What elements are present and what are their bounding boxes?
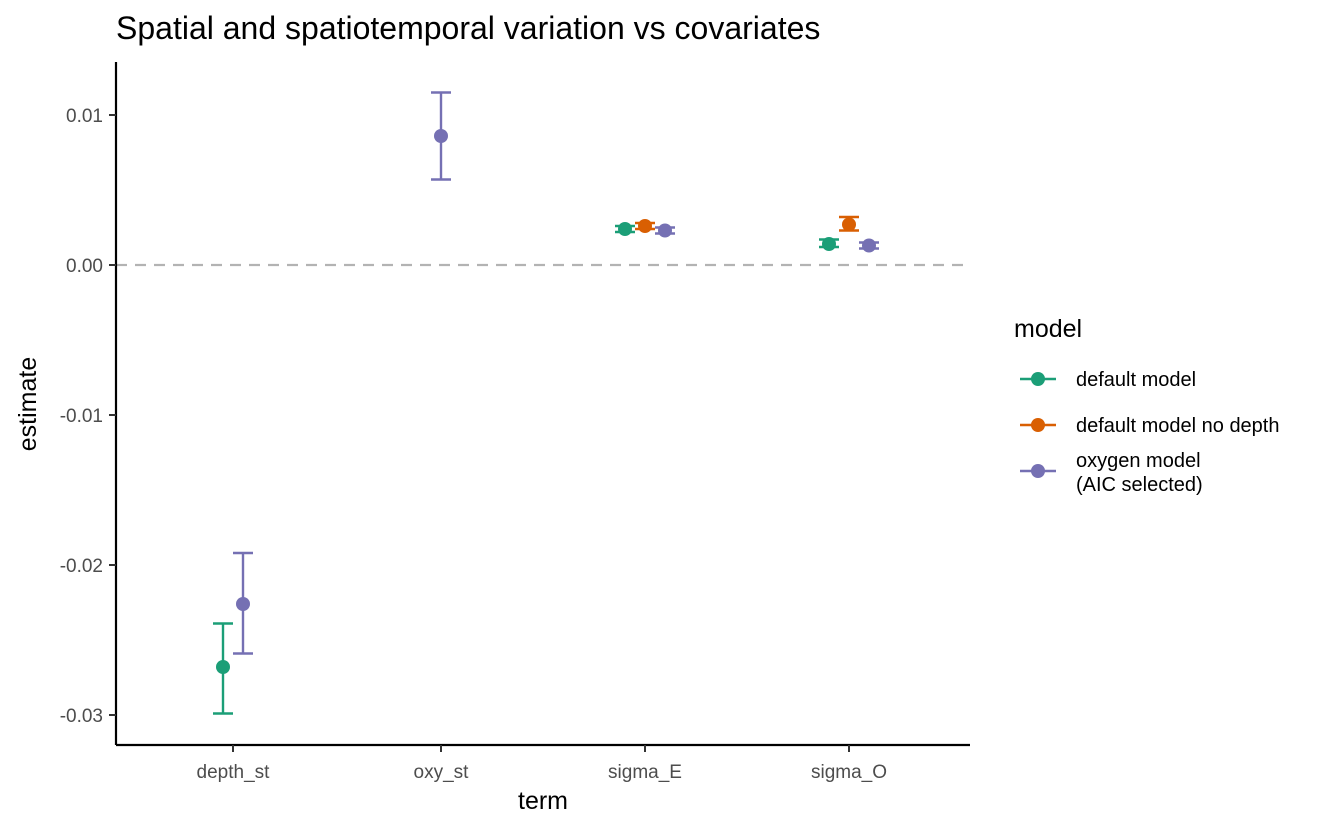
y-axis-ticks: -0.03 -0.02 -0.01 0.00 0.01 (60, 106, 116, 727)
legend-key-point (1031, 372, 1045, 386)
data-point (236, 597, 250, 611)
legend-title: model (1014, 315, 1082, 343)
legend-key (1020, 418, 1056, 432)
legend-label: oxygen model (AIC selected) (1076, 450, 1203, 496)
x-tick-label: oxy_st (414, 762, 470, 783)
data-point (618, 222, 632, 236)
legend-key-point (1031, 418, 1045, 432)
data-point (216, 660, 230, 674)
data-point (862, 238, 876, 253)
legend-label: default model (1076, 369, 1196, 391)
x-tick-label: sigma_E (608, 762, 682, 783)
x-axis-ticks: depth_st oxy_st sigma_E sigma_O (197, 745, 887, 783)
series-0 (213, 222, 839, 715)
legend-label-line: oxygen model (1076, 450, 1201, 472)
legend-key-point (1031, 464, 1045, 478)
data-point (822, 237, 836, 251)
data-point (434, 129, 448, 143)
plot-area (116, 91, 970, 715)
legend-label-line: (AIC selected) (1076, 474, 1203, 496)
legend-label-line: default model no depth (1076, 415, 1280, 437)
y-tick-label: 0.01 (66, 106, 103, 127)
data-point (638, 219, 652, 233)
data-point (842, 217, 856, 232)
legend-label: default model no depth (1076, 415, 1280, 437)
legend-label-line: default model (1076, 369, 1196, 391)
series-1 (635, 215, 859, 233)
y-tick-label: -0.03 (60, 706, 103, 727)
legend: model default model default model no dept… (1014, 315, 1280, 496)
x-tick-label: sigma_O (811, 762, 887, 783)
x-axis-label: term (518, 787, 568, 815)
y-axis-label: estimate (14, 357, 42, 451)
x-tick-label: depth_st (197, 762, 271, 783)
y-tick-label: -0.01 (60, 406, 103, 427)
data-point (658, 223, 672, 238)
y-tick-label: -0.02 (60, 556, 103, 577)
legend-key (1020, 372, 1056, 386)
chart-title: Spatial and spatiotemporal variation vs … (116, 10, 820, 46)
legend-key (1020, 464, 1056, 478)
series-2 (233, 91, 879, 655)
y-tick-label: 0.00 (66, 256, 103, 277)
